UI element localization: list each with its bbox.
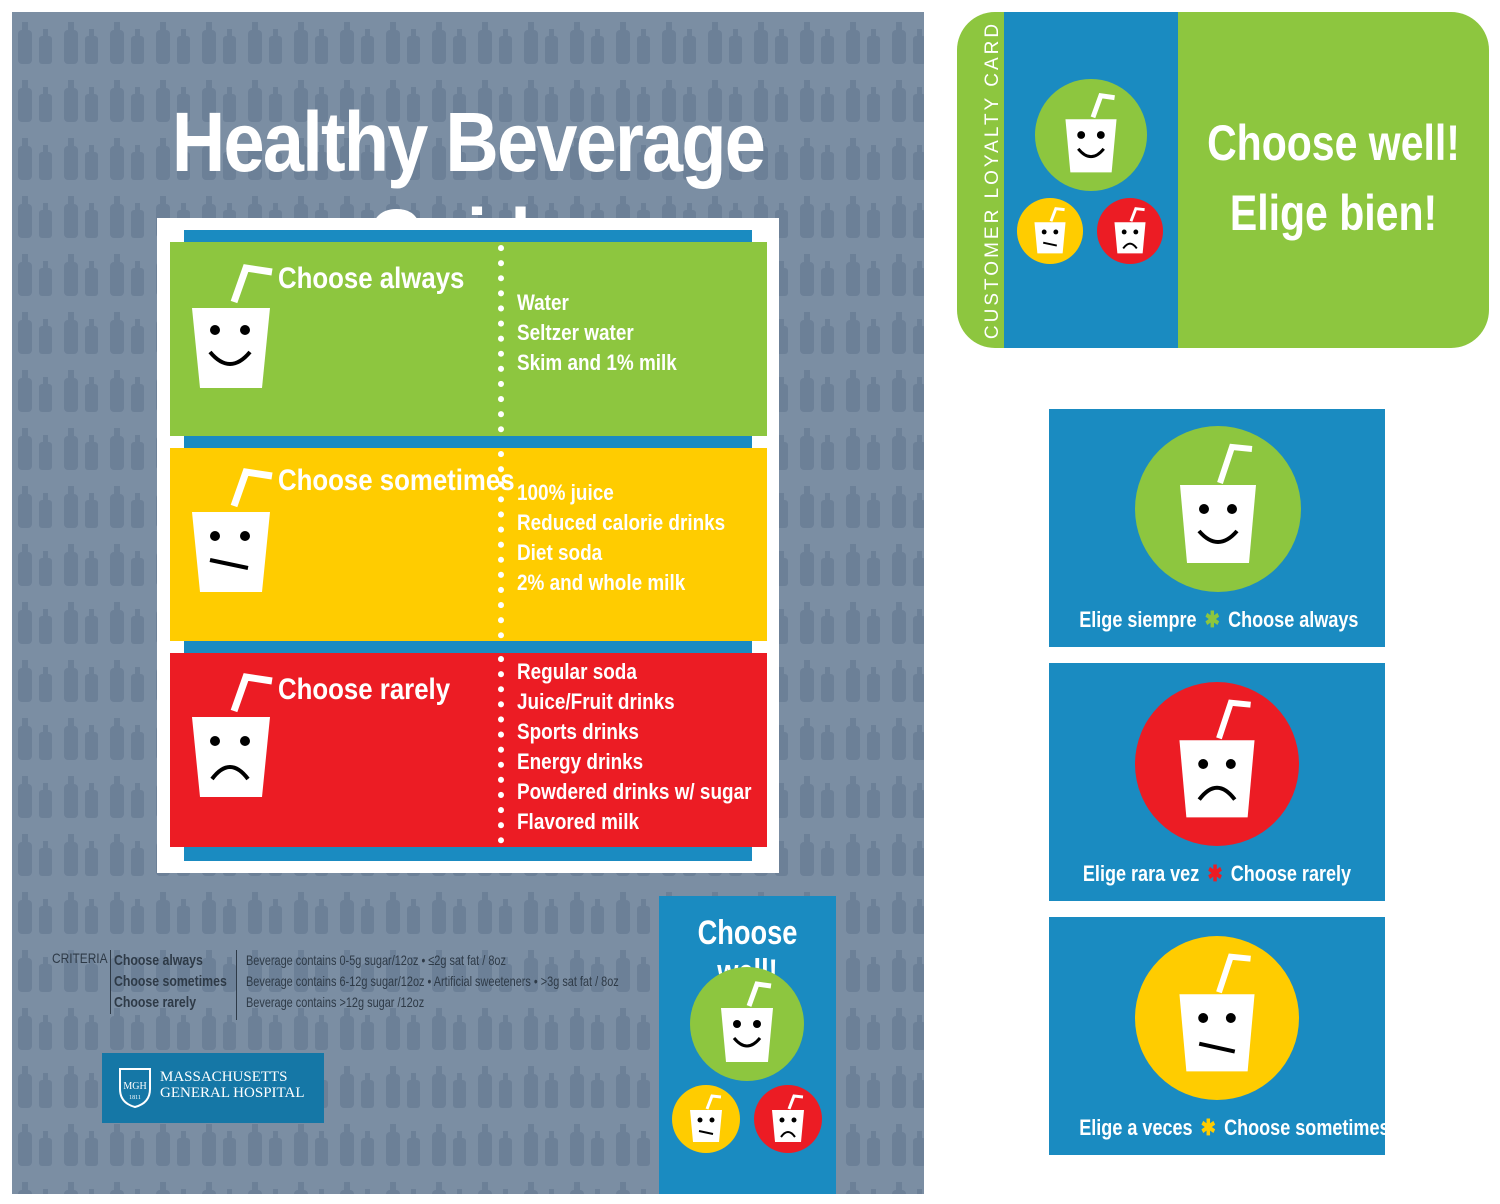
- list-item: Flavored milk: [517, 809, 639, 834]
- blue-strip: [184, 230, 752, 242]
- band-items-list: 100% juice Reduced calorie drinks Diet s…: [517, 478, 725, 598]
- sign-card-choose-always: Elige siempre ✱ Choose always: [1049, 409, 1385, 647]
- band-label: Choose rarely: [278, 673, 451, 706]
- criteria-categories: Choose always Choose sometimes Choose ra…: [114, 950, 227, 1013]
- logo-line: GENERAL HOSPITAL: [160, 1085, 305, 1101]
- criteria-category: Choose rarely: [114, 994, 197, 1011]
- band-label: Choose sometimes: [278, 464, 515, 497]
- dotted-divider: [498, 451, 504, 641]
- criteria-heading: CRITERIA: [52, 950, 108, 966]
- band-items-list: Regular soda Juice/Fruit drinks Sports d…: [517, 657, 751, 837]
- caption-spanish: Elige siempre: [1079, 607, 1197, 632]
- criteria-description: Beverage contains 0-5g sugar/12oz • ≤2g …: [246, 952, 506, 968]
- happy-cup-icon: [690, 967, 804, 1081]
- mini-choose-well-card: Choose well!: [659, 896, 836, 1194]
- loyalty-card-headline: Choose well!: [1207, 115, 1460, 171]
- list-item: Diet soda: [517, 540, 603, 565]
- customer-loyalty-card: CUSTOMER LOYALTY CARD Choose well! Elige…: [957, 12, 1489, 348]
- sign-card-choose-rarely: Elige rara vez ✱ Choose rarely: [1049, 663, 1385, 901]
- criteria-descriptions: Beverage contains 0-5g sugar/12oz • ≤2g …: [246, 950, 619, 1013]
- sign-caption: Elige rara vez ✱ Choose rarely: [1079, 861, 1355, 887]
- sad-cup-icon: [192, 673, 273, 797]
- loyalty-card-headline-spanish: Elige bien!: [1229, 185, 1438, 241]
- choose-always-band: Choose always Water Seltzer water Skim a…: [170, 242, 767, 436]
- criteria-category: Choose sometimes: [114, 973, 227, 990]
- shield-icon: MGH 1811: [119, 1068, 151, 1109]
- list-item: Regular soda: [517, 659, 637, 684]
- asterisk-icon: ✱: [1200, 1115, 1216, 1140]
- blue-strip: [184, 641, 752, 653]
- logo-year: 1811: [129, 1095, 141, 1101]
- band-label: Choose always: [278, 262, 465, 295]
- asterisk-icon: ✱: [1204, 607, 1220, 632]
- beverage-guide-poster: Healthy Beverage Guide Choose always Wat…: [12, 12, 924, 1194]
- sad-cup-icon: [1134, 681, 1300, 847]
- happy-cup-icon: [1135, 426, 1301, 592]
- neutral-cup-icon: [1016, 197, 1084, 265]
- mgh-logo: MGH 1811 MASSACHUSETTS GENERAL HOSPITAL: [102, 1053, 324, 1123]
- caption-spanish: Elige a veces: [1079, 1115, 1193, 1140]
- happy-cup-icon: [192, 264, 273, 388]
- neutral-cup-icon: [192, 468, 273, 592]
- happy-cup-icon: [1034, 78, 1148, 192]
- list-item: Juice/Fruit drinks: [517, 689, 675, 714]
- list-item: Reduced calorie drinks: [517, 510, 726, 535]
- logo-line: MASSACHUSETTS: [160, 1069, 288, 1085]
- asterisk-icon: ✱: [1207, 861, 1223, 886]
- dotted-divider: [498, 656, 504, 846]
- list-item: Energy drinks: [517, 749, 644, 774]
- criteria-description: Beverage contains >12g sugar /12oz: [246, 994, 425, 1010]
- list-item: Water: [517, 290, 569, 315]
- loyalty-card-blue-panel: [1004, 12, 1178, 348]
- guide-table: Choose always Water Seltzer water Skim a…: [157, 218, 779, 873]
- criteria-category: Choose always: [114, 952, 203, 969]
- caption-english: Choose rarely: [1230, 861, 1352, 886]
- sad-cup-icon: [1096, 197, 1164, 265]
- band-items-list: Water Seltzer water Skim and 1% milk: [517, 288, 677, 378]
- list-item: 2% and whole milk: [517, 570, 686, 595]
- sad-cup-icon: [754, 1085, 822, 1153]
- sign-card-choose-sometimes: Elige a veces ✱ Choose sometimes: [1049, 917, 1390, 1155]
- list-item: Sports drinks: [517, 719, 639, 744]
- list-item: 100% juice: [517, 480, 614, 505]
- logo-text: MASSACHUSETTS GENERAL HOSPITAL: [160, 1069, 305, 1101]
- sign-caption: Elige a veces ✱ Choose sometimes: [1079, 1115, 1389, 1141]
- list-item: Skim and 1% milk: [517, 350, 677, 375]
- caption-english: Choose sometimes: [1224, 1115, 1390, 1140]
- list-item: Powdered drinks w/ sugar: [517, 779, 752, 804]
- criteria-description: Beverage contains 6-12g sugar/12oz • Art…: [246, 973, 619, 989]
- sign-caption: Elige siempre ✱ Choose always: [1079, 607, 1359, 633]
- neutral-cup-icon: [672, 1085, 740, 1153]
- choose-sometimes-band: Choose sometimes 100% juice Reduced calo…: [170, 448, 767, 641]
- divider-line: [236, 950, 237, 1020]
- choose-rarely-band: Choose rarely Regular soda Juice/Fruit d…: [170, 653, 767, 847]
- list-item: Seltzer water: [517, 320, 634, 345]
- blue-strip: [184, 436, 752, 448]
- neutral-cup-icon: [1134, 935, 1300, 1101]
- caption-spanish: Elige rara vez: [1082, 861, 1200, 886]
- divider-line: [110, 950, 111, 1014]
- blue-strip: [184, 847, 752, 861]
- logo-emblem: MGH: [123, 1081, 146, 1092]
- dotted-divider: [498, 245, 504, 435]
- caption-english: Choose always: [1228, 607, 1359, 632]
- loyalty-card-vertical-label: CUSTOMER LOYALTY CARD: [982, 20, 1003, 340]
